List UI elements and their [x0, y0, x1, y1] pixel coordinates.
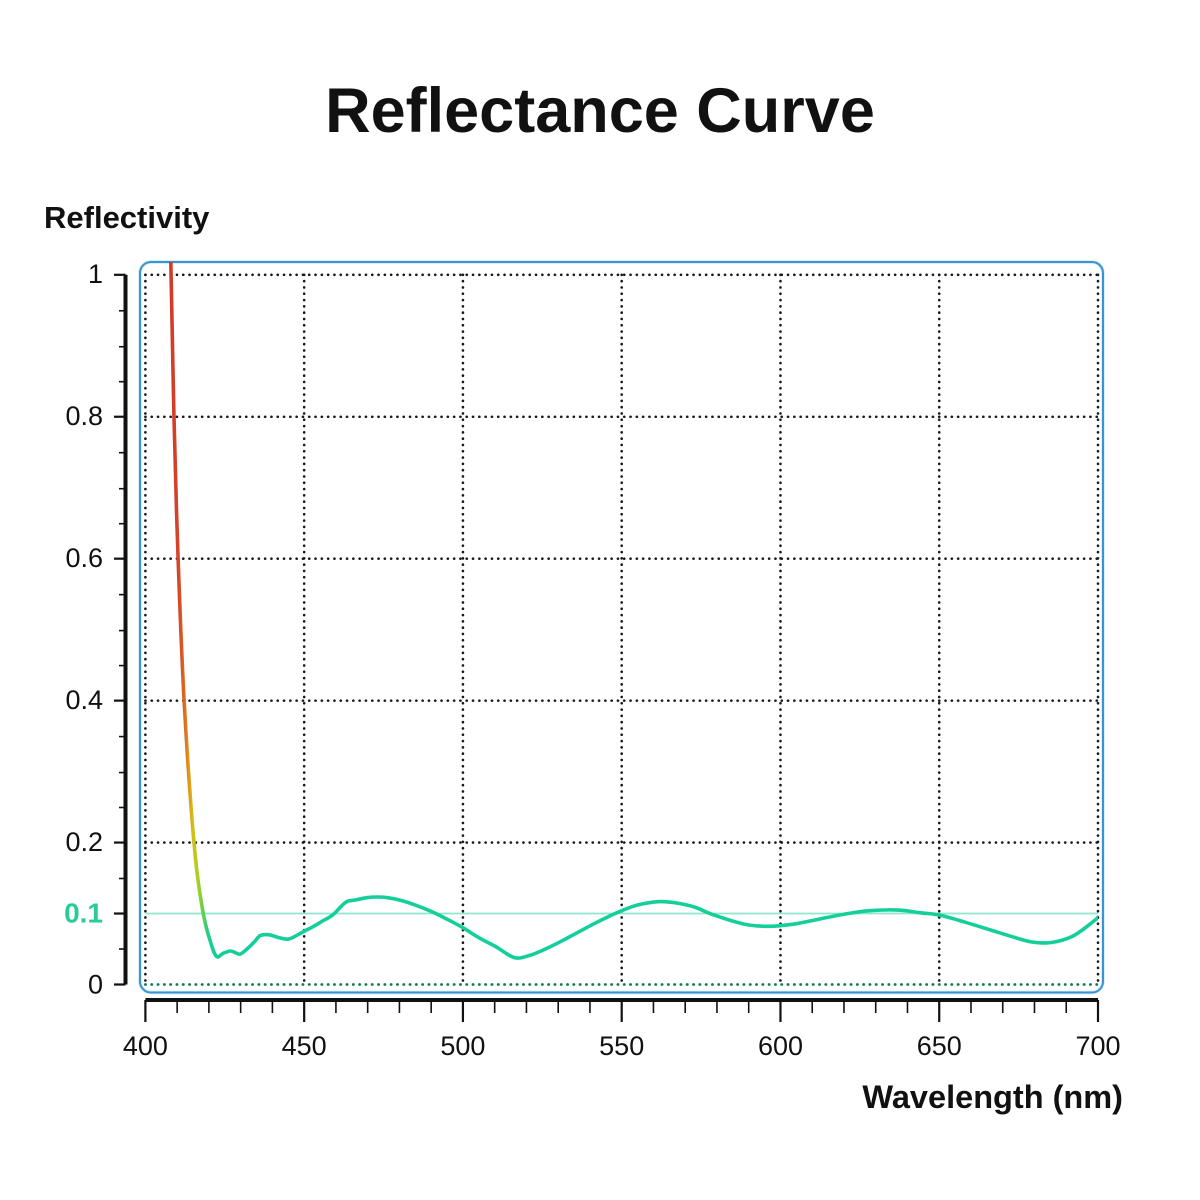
svg-text:0.8: 0.8	[65, 401, 103, 431]
svg-text:500: 500	[440, 1031, 485, 1061]
svg-text:0.2: 0.2	[65, 827, 103, 857]
svg-text:Wavelength (nm): Wavelength (nm)	[862, 1079, 1123, 1115]
svg-text:650: 650	[917, 1031, 962, 1061]
svg-text:0.6: 0.6	[65, 543, 103, 573]
svg-text:600: 600	[758, 1031, 803, 1061]
svg-text:550: 550	[599, 1031, 644, 1061]
svg-text:1: 1	[88, 259, 103, 289]
svg-text:0.4: 0.4	[65, 685, 103, 715]
svg-text:700: 700	[1075, 1031, 1120, 1061]
svg-text:450: 450	[282, 1031, 327, 1061]
svg-text:0.1: 0.1	[64, 898, 103, 929]
svg-text:400: 400	[123, 1031, 168, 1061]
svg-text:0: 0	[88, 970, 103, 1000]
